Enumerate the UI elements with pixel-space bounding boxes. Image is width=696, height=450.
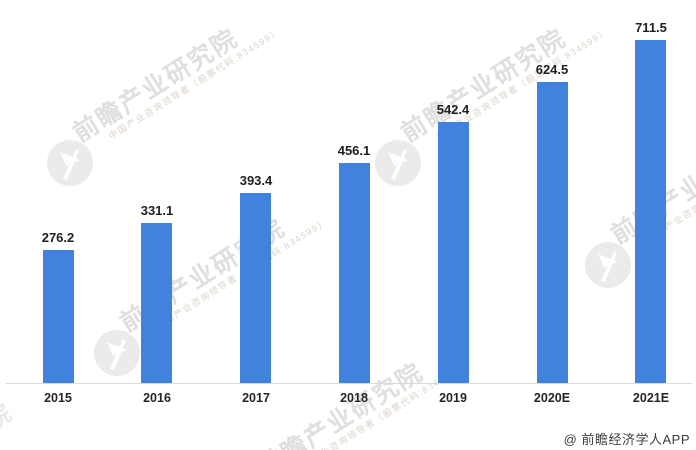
x-axis-label: 2017 [242, 391, 270, 405]
bar-value-label: 456.1 [337, 143, 371, 158]
bar-value-label: 276.2 [41, 230, 75, 245]
qianzhan-bird-logo-icon [47, 140, 93, 186]
x-axis-label: 2016 [143, 391, 171, 405]
qianzhan-bird-logo-icon [585, 242, 631, 288]
bar-value-label: 393.4 [239, 173, 273, 188]
bar-value-label: 711.5 [635, 20, 667, 35]
bar-2016 [141, 223, 172, 383]
x-axis-line [6, 383, 692, 384]
x-axis-label: 2021E [632, 391, 670, 405]
bar-2015 [43, 250, 74, 383]
bar-value-label: 331.1 [140, 203, 174, 218]
bar-2019 [438, 122, 469, 383]
x-axis-label: 2019 [439, 391, 467, 405]
bar-2018 [339, 163, 370, 383]
x-axis-label: 2020E [533, 391, 571, 405]
qianzhan-bird-logo-icon [94, 330, 140, 376]
x-axis-label: 2015 [44, 391, 72, 405]
x-axis-label: 2018 [340, 391, 368, 405]
watermark-subtext: 中国产业咨询领导者（股票代码:834599） [106, 26, 283, 142]
source-attribution: @ 前瞻经济学人APP [563, 432, 690, 447]
bar-value-label: 542.4 [436, 102, 470, 117]
bar-2020E [537, 82, 568, 383]
watermark-text: 前瞻产业研究院 [68, 23, 244, 148]
bar-2021E [635, 40, 666, 383]
bar-value-label: 624.5 [535, 62, 569, 77]
bar-2017 [240, 193, 271, 383]
watermark-corner-fragment: 究院 [0, 399, 17, 449]
